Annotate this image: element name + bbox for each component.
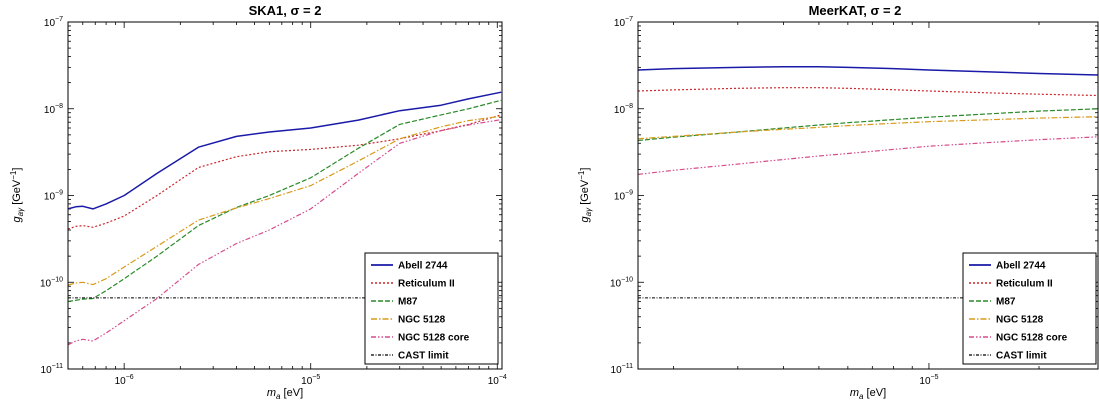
label-symbol: m: [267, 387, 276, 399]
label-symbol: m: [850, 387, 859, 399]
legend-label: M87: [398, 297, 418, 308]
label-unit: [GeV: [11, 179, 23, 208]
label-superscript: −1: [577, 170, 586, 180]
y-axis-label: gaγ [GeV−1]: [9, 168, 25, 223]
legend-box: [364, 252, 499, 365]
series-line-m87: [67, 99, 502, 303]
label-subscript: a: [859, 392, 864, 401]
legend-label: M87: [996, 297, 1016, 308]
label-symbol: g: [579, 215, 591, 222]
legend-label: NGC 5128 core: [996, 333, 1068, 344]
y-tick-label: 10−7: [614, 16, 633, 29]
series-line-abell-2744: [67, 91, 502, 210]
y-tick-label: 10−8: [44, 103, 63, 116]
legend-label: Reticulum II: [398, 279, 455, 290]
chart-meerkat: MeerKAT, σ = 2 10−5 10−11 10−10 10−9 10−8 10−…: [577, 3, 1099, 401]
series-line-ngc-5128: [67, 115, 502, 286]
series-line-ngc-5128: [637, 116, 1099, 140]
label-bracket: ]: [11, 168, 23, 171]
legend-box: [962, 252, 1097, 365]
legend-label: NGC 5128: [996, 315, 1044, 326]
label-bracket: ]: [579, 168, 591, 171]
series-line-abell-2744: [637, 65, 1099, 76]
y-tick-label: 10−9: [44, 190, 63, 203]
label-subscript: a: [276, 392, 281, 401]
series-line-reticulum-ii: [637, 87, 1099, 97]
label-symbol: g: [11, 215, 23, 222]
chart-ska1: SKA1, σ = 2 10−6 10−5 10−4 10−11 10−10 10−9 10…: [9, 3, 507, 401]
y-tick-label: 10−9: [614, 190, 633, 203]
label-unit: [eV]: [281, 387, 304, 399]
label-subscript: aγ: [16, 207, 25, 216]
y-tick-label: 10−8: [614, 103, 633, 116]
legend-label: Abell 2744: [996, 261, 1046, 272]
plot-frame: [637, 21, 1099, 370]
y-tick-label: 10−10: [40, 276, 63, 289]
x-tick-label: 10−4: [488, 374, 507, 387]
x-axis-label: ma [eV]: [850, 387, 886, 401]
y-axis-label: gaγ [GeV−1]: [577, 168, 593, 223]
series-line-ngc-5128-core: [67, 119, 502, 346]
legend-label: Abell 2744: [398, 261, 448, 272]
x-axis-label: ma [eV]: [267, 387, 303, 401]
plot-frame: [67, 21, 503, 370]
chart-title: MeerKAT, σ = 2: [809, 3, 902, 18]
x-tick-label: 10−5: [301, 374, 320, 387]
y-tick-label: 10−11: [611, 363, 634, 376]
legend-label: CAST limit: [996, 351, 1047, 362]
legend-label: NGC 5128 core: [398, 333, 470, 344]
legend: Abell 2744 Reticulum II M87 NGC 5128 NGC 512…: [962, 252, 1097, 365]
label-unit: [GeV: [579, 179, 591, 208]
chart-title: SKA1, σ = 2: [249, 3, 322, 18]
legend: Abell 2744 Reticulum II M87 NGC 5128 NGC 512…: [364, 252, 499, 365]
series-line-ngc-5128-core: [637, 136, 1099, 175]
legend-label: NGC 5128: [398, 315, 446, 326]
label-superscript: −1: [9, 170, 18, 180]
y-tick-label: 10−10: [610, 276, 633, 289]
series-line-reticulum-ii: [67, 114, 502, 230]
label-unit: [eV]: [864, 387, 887, 399]
legend-label: CAST limit: [398, 351, 449, 362]
y-tick-label: 10−7: [44, 16, 63, 29]
y-tick-label: 10−11: [41, 363, 64, 376]
x-tick-label: 10−6: [115, 374, 134, 387]
label-subscript: aγ: [584, 207, 593, 216]
legend-label: Reticulum II: [996, 279, 1053, 290]
x-tick-label: 10−5: [919, 374, 938, 387]
